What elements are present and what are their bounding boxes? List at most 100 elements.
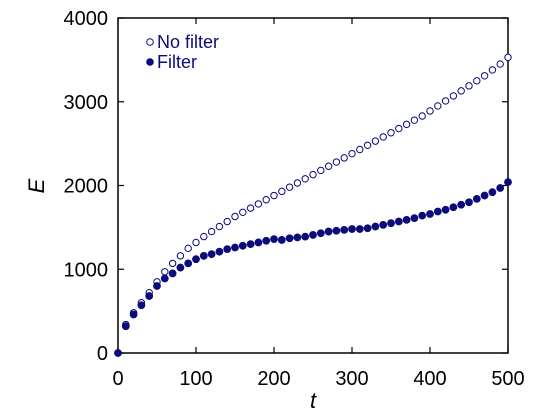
data-point xyxy=(371,137,380,145)
data-point xyxy=(238,241,247,250)
data-point xyxy=(356,145,364,154)
data-point xyxy=(301,232,310,241)
data-point xyxy=(472,195,481,203)
data-point xyxy=(317,166,325,175)
data-point xyxy=(114,349,122,357)
data-point xyxy=(153,282,161,290)
data-point xyxy=(379,133,387,141)
data-point xyxy=(121,322,130,331)
data-point xyxy=(473,77,481,85)
data-point xyxy=(441,97,450,105)
data-point xyxy=(231,243,239,252)
data-point xyxy=(394,217,403,226)
data-point xyxy=(231,212,239,221)
data-point xyxy=(433,207,442,216)
data-point xyxy=(207,227,216,236)
y-tick-label: 0 xyxy=(97,343,108,365)
data-point xyxy=(262,236,271,245)
data-point xyxy=(488,188,497,197)
data-point xyxy=(246,240,255,249)
data-point xyxy=(145,292,154,300)
data-point xyxy=(223,217,231,226)
legend-label: No filter xyxy=(157,32,219,52)
data-point xyxy=(496,184,505,192)
data-point xyxy=(262,196,270,204)
data-point xyxy=(301,175,309,183)
y-tick-label: 4000 xyxy=(64,8,109,30)
data-point xyxy=(355,225,364,233)
plot-area: 0 100 200 300 400 500 0 1000 2000 3000 4000 xyxy=(64,8,525,390)
y-axis-ticks: 0 1000 2000 3000 4000 xyxy=(64,8,508,365)
data-point xyxy=(176,252,185,260)
x-tick-label: 400 xyxy=(413,368,446,390)
data-point xyxy=(176,263,185,272)
data-point xyxy=(434,102,442,110)
data-point xyxy=(324,227,333,236)
data-point xyxy=(285,183,294,191)
x-axis-label: t xyxy=(310,388,317,412)
data-point xyxy=(309,231,317,239)
data-point xyxy=(457,200,466,209)
data-point xyxy=(340,225,349,234)
data-point xyxy=(137,301,146,310)
data-point xyxy=(160,274,169,283)
data-point xyxy=(200,232,208,241)
data-point xyxy=(418,211,427,220)
data-point xyxy=(441,205,450,214)
data-point xyxy=(363,224,372,233)
data-point xyxy=(395,124,403,133)
legend-marker xyxy=(146,38,154,46)
data-point xyxy=(278,187,286,196)
data-point xyxy=(348,149,356,158)
data-point xyxy=(496,60,504,68)
data-point xyxy=(168,269,177,278)
data-point xyxy=(340,154,348,162)
data-point xyxy=(184,259,193,268)
data-point xyxy=(488,66,497,74)
data-point xyxy=(480,72,489,80)
data-point xyxy=(504,53,512,62)
x-tick-label: 300 xyxy=(335,368,368,390)
data-point xyxy=(254,238,263,247)
data-point xyxy=(239,208,247,217)
data-point xyxy=(184,244,192,253)
data-point xyxy=(402,215,411,224)
data-point xyxy=(418,112,426,120)
data-point xyxy=(192,238,200,247)
data-point xyxy=(277,236,286,244)
x-axis-ticks: 0 100 200 300 400 500 xyxy=(112,18,525,390)
data-point xyxy=(129,310,138,319)
data-point xyxy=(402,120,411,129)
x-tick-label: 200 xyxy=(257,368,290,390)
data-point xyxy=(457,87,465,95)
data-point xyxy=(371,222,380,231)
data-point xyxy=(504,178,512,187)
data-point xyxy=(426,107,434,115)
data-point xyxy=(285,234,294,243)
data-point xyxy=(215,222,224,231)
x-tick-label: 100 xyxy=(179,368,212,390)
data-point xyxy=(207,250,216,259)
x-tick-label: 500 xyxy=(491,368,524,390)
data-point xyxy=(449,92,458,100)
data-point xyxy=(199,251,208,260)
y-tick-label: 2000 xyxy=(64,176,109,198)
series-no-filter xyxy=(114,53,512,357)
data-point xyxy=(363,141,372,150)
data-point xyxy=(465,82,473,90)
data-point xyxy=(161,268,169,276)
data-point xyxy=(270,235,278,244)
series-layer xyxy=(114,53,512,357)
data-point xyxy=(254,200,263,208)
data-point xyxy=(410,116,419,124)
data-point xyxy=(480,191,489,200)
y-axis-label: E xyxy=(24,178,49,193)
legend-marker xyxy=(146,58,154,66)
y-tick-label: 1000 xyxy=(64,259,109,281)
data-point xyxy=(332,226,341,235)
data-point xyxy=(449,203,458,212)
data-point xyxy=(168,259,177,268)
data-point xyxy=(332,158,341,166)
